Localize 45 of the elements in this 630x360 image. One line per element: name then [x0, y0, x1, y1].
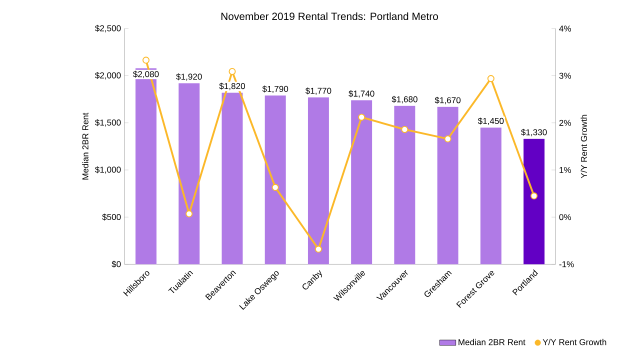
bar [524, 139, 545, 264]
bar [394, 106, 416, 264]
y2-tick-label: 4% [559, 26, 572, 32]
bar [264, 96, 286, 264]
bar [178, 83, 200, 264]
point [487, 75, 494, 82]
data-label: $1,920 [176, 73, 202, 81]
chart-title: November 2019 Rental Trends: Portland Metro [221, 12, 438, 20]
y2-tick-label: 2% [559, 120, 572, 126]
y2-axis-title: Y/Y Rent Growth [580, 115, 587, 178]
data-label: $1,740 [348, 90, 374, 98]
bar [308, 98, 329, 264]
point [444, 136, 452, 143]
point [314, 246, 322, 253]
data-label: $1,450 [478, 118, 504, 126]
y-tick-label: $1,500 [95, 119, 121, 127]
legend-label: Median 2BR Rent [458, 339, 526, 346]
point [186, 210, 193, 218]
y-tick-label: $2,000 [95, 72, 121, 80]
y-axis-title: Median 2BR Rent [82, 112, 88, 180]
data-label: $1,680 [392, 96, 418, 104]
y2-tick-label: -1% [559, 261, 574, 268]
point [142, 56, 150, 64]
point [228, 68, 236, 76]
data-label: $1,330 [521, 129, 547, 136]
point [358, 114, 366, 121]
data-label: $1,770 [305, 88, 332, 96]
y-tick-label: $2,500 [95, 25, 121, 33]
point [272, 184, 279, 192]
point [401, 126, 408, 134]
y-tick-label: $0 [112, 260, 121, 268]
data-label: $1,790 [262, 86, 288, 94]
legend-label: Y/Y Rent Growth [542, 339, 606, 346]
bar [437, 107, 458, 264]
data-label: $1,670 [434, 97, 461, 104]
y2-tick-label: 0% [559, 214, 572, 220]
y2-tick-label: 1% [560, 167, 572, 174]
y2-tick-label: 3% [559, 72, 572, 79]
data-label: $1,820 [219, 82, 245, 90]
data-label: $2,080 [133, 70, 159, 78]
point [530, 192, 538, 200]
y-tick-label: $500 [102, 214, 121, 221]
bar [480, 128, 502, 264]
y-tick-label: $1,000 [95, 166, 121, 174]
bar [351, 100, 372, 264]
